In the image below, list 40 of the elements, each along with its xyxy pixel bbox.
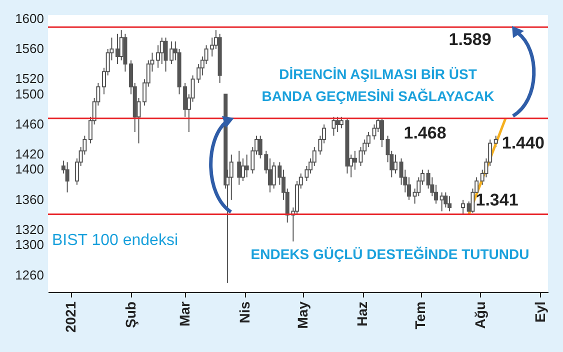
x-tick-label: Şub (122, 302, 139, 328)
y-tick-label: 1420 (15, 146, 44, 162)
y-tick-label: 1260 (15, 267, 44, 282)
y-tick-label: 1520 (15, 71, 44, 86)
ref-line-label: 1.341 (476, 190, 518, 210)
annotation: BIST 100 endeksi (52, 232, 178, 249)
candlestick (160, 37, 164, 65)
y-tick-label: 1360 (15, 192, 44, 207)
ref-line-label: 1.589 (448, 30, 492, 50)
x-tick-label: Mar (176, 300, 193, 326)
x-tick-label: May (294, 301, 310, 329)
candlestick (444, 192, 448, 208)
candlestick (240, 158, 245, 182)
candlestick (393, 154, 398, 174)
candlestick (336, 116, 340, 132)
y-tick-label: 1560 (15, 40, 44, 56)
annotation: 1.440 (502, 134, 544, 153)
x-tick-label: Eyl (532, 302, 548, 323)
y-tick-label: 1300 (15, 237, 44, 252)
x-tick-label: Tem (412, 302, 428, 330)
y-tick-label: 1400 (15, 162, 44, 177)
candlestick (440, 192, 444, 212)
x-tick-label: 2021 (62, 301, 79, 333)
candlestick (380, 118, 384, 148)
x-tick-label: Haz (354, 302, 370, 326)
candlestick (116, 33, 120, 65)
y-tick-label: 1600 (15, 10, 44, 26)
y-tick-label: 1320 (15, 222, 44, 238)
x-tick-label: Nis (236, 301, 252, 324)
x-tick-label: Ağu (472, 302, 488, 329)
candlestick (237, 150, 242, 186)
ref-line-label: 1.468 (404, 123, 446, 142)
y-tick-label: 1500 (15, 86, 44, 102)
annotation: DİRENCİN AŞILMASI BİR ÜST BANDA GEÇMESİNİ SAĞLAYACAK (262, 66, 494, 104)
candlestick (448, 196, 452, 212)
candlestick (65, 162, 70, 193)
candlestick (461, 199, 466, 214)
annotation: ENDEKS GÜÇLÜ DESTEĞİNDE TUTUNDU (250, 246, 530, 262)
candlestick (332, 116, 336, 136)
y-tick-label: 1460 (15, 116, 44, 132)
